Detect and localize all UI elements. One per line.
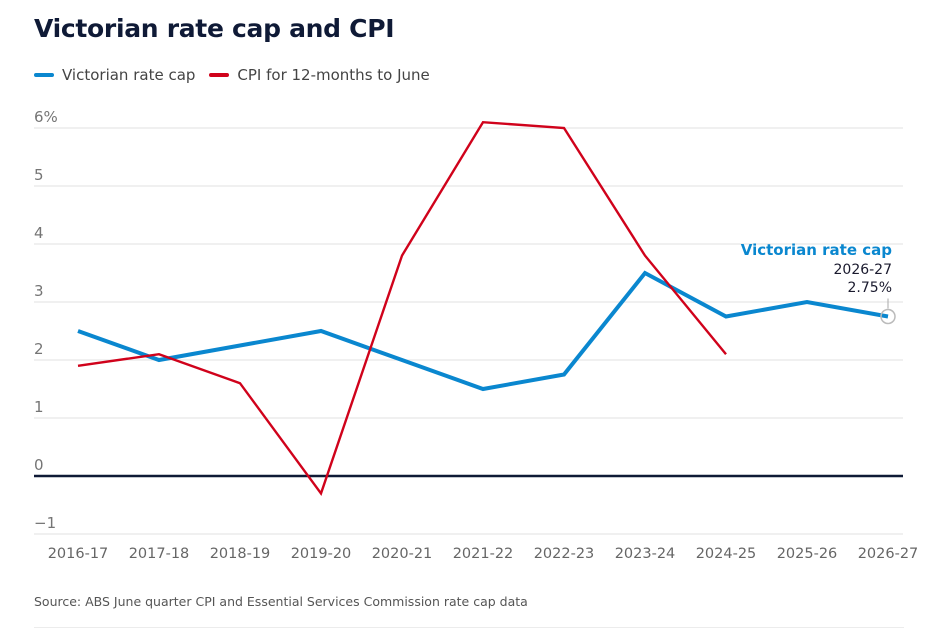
y-tick-label: 1 bbox=[34, 398, 44, 416]
y-tick-label: 6% bbox=[34, 108, 58, 126]
x-tick-label: 2025-26 bbox=[777, 546, 838, 562]
series-line-rate-cap bbox=[77, 270, 889, 392]
x-tick-label: 2018-19 bbox=[210, 546, 271, 562]
x-tick-label: 2020-21 bbox=[372, 546, 433, 562]
annotation-marker bbox=[880, 308, 896, 325]
series-lines bbox=[77, 120, 889, 496]
gridlines bbox=[34, 127, 903, 535]
x-tick-label: 2021-22 bbox=[453, 546, 514, 562]
y-tick-label: 5 bbox=[34, 166, 44, 184]
annotation-title: Victorian rate cap bbox=[741, 241, 893, 259]
series-line-cpi bbox=[77, 120, 727, 496]
y-tick-label: −1 bbox=[34, 514, 56, 532]
x-tick-label: 2024-25 bbox=[696, 546, 757, 562]
end-annotation: Victorian rate cap 2026-27 2.75% bbox=[741, 241, 896, 325]
x-tick-label: 2016-17 bbox=[48, 546, 109, 562]
legend-label-rate-cap: Victorian rate cap bbox=[62, 66, 196, 84]
legend: Victorian rate cap CPI for 12-months to … bbox=[34, 66, 444, 84]
chart-title: Victorian rate cap and CPI bbox=[34, 14, 395, 43]
x-tick-label: 2026-27 bbox=[858, 546, 919, 562]
x-tick-label: 2017-18 bbox=[129, 546, 190, 562]
annotation-value: 2.75% bbox=[848, 280, 892, 296]
x-tick-label: 2023-24 bbox=[615, 546, 676, 562]
y-tick-label: 4 bbox=[34, 224, 44, 242]
y-tick-label: 2 bbox=[34, 340, 44, 358]
y-tick-label: 0 bbox=[34, 456, 44, 474]
legend-item-cpi: CPI for 12-months to June bbox=[209, 66, 430, 84]
legend-swatch-cpi bbox=[209, 73, 230, 77]
bottom-divider bbox=[34, 627, 904, 628]
x-tick-label: 2019-20 bbox=[291, 546, 352, 562]
y-axis-ticks: 6% 5 4 3 2 1 0 −1 bbox=[34, 108, 58, 532]
source-note: Source: ABS June quarter CPI and Essenti… bbox=[34, 594, 528, 609]
legend-label-cpi: CPI for 12-months to June bbox=[237, 66, 430, 84]
x-axis-ticks: 2016-17 2017-18 2018-19 2019-20 2020-21 2021-… bbox=[48, 546, 919, 562]
y-tick-label: 3 bbox=[34, 282, 44, 300]
annotation-period: 2026-27 bbox=[834, 262, 893, 278]
legend-swatch-rate-cap bbox=[34, 73, 54, 77]
legend-item-rate-cap: Victorian rate cap bbox=[34, 66, 195, 84]
x-tick-label: 2022-23 bbox=[534, 546, 595, 562]
